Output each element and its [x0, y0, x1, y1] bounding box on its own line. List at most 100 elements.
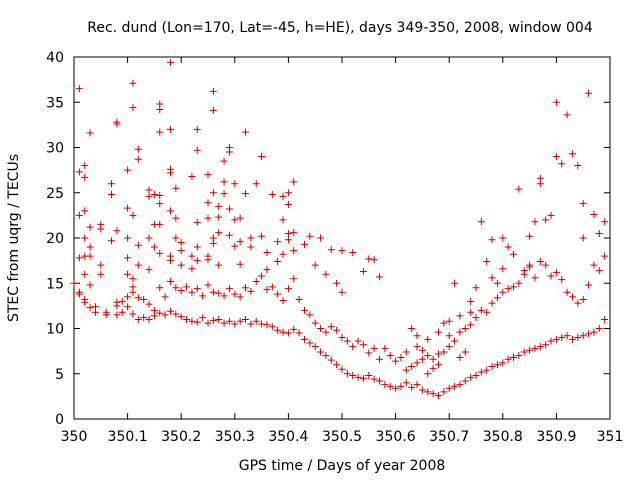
data-point: [456, 381, 464, 389]
data-point: [520, 270, 528, 278]
data-point: [563, 288, 571, 296]
data-point: [284, 229, 292, 237]
data-point: [343, 337, 351, 345]
data-point: [333, 361, 341, 369]
data-point: [156, 309, 164, 317]
data-point: [300, 240, 308, 248]
data-point: [279, 192, 287, 200]
data-point: [472, 372, 480, 380]
data-point: [585, 89, 593, 97]
data-point: [424, 352, 432, 360]
data-point: [434, 391, 442, 399]
data-point: [166, 207, 174, 215]
data-point: [397, 353, 405, 361]
data-point: [601, 218, 609, 226]
data-point: [483, 258, 491, 266]
data-point: [456, 328, 464, 336]
data-point: [499, 265, 507, 273]
data-point: [279, 216, 287, 224]
data-point: [242, 284, 250, 292]
data-points: [70, 58, 609, 399]
data-point: [209, 288, 217, 296]
data-point: [370, 344, 378, 352]
data-point: [317, 234, 325, 242]
data-point: [520, 348, 528, 356]
data-point: [215, 229, 223, 237]
data-point: [113, 227, 121, 235]
data-point: [81, 162, 89, 170]
data-point: [86, 243, 94, 251]
data-point: [268, 283, 276, 291]
data-point: [204, 199, 212, 207]
data-point: [231, 180, 239, 188]
data-point: [236, 317, 244, 325]
data-point: [547, 272, 555, 280]
data-point: [585, 281, 593, 289]
data-point: [140, 296, 148, 304]
data-point: [536, 258, 544, 266]
data-point: [284, 329, 292, 337]
data-point: [86, 223, 94, 231]
data-point: [542, 261, 550, 269]
data-point: [402, 348, 410, 356]
data-point: [579, 296, 587, 304]
x-tick-label: 350.1: [108, 429, 148, 445]
data-point: [231, 320, 239, 328]
data-point: [451, 337, 459, 345]
data-point: [397, 382, 405, 390]
data-point: [434, 350, 442, 358]
data-point: [204, 281, 212, 289]
data-point: [445, 317, 453, 325]
data-point: [601, 315, 609, 323]
data-point: [209, 316, 217, 324]
series-rising-tracks: [402, 89, 609, 378]
data-point: [424, 370, 432, 378]
data-point: [124, 166, 132, 174]
data-point: [113, 302, 121, 310]
data-point: [526, 346, 534, 354]
data-point: [434, 328, 442, 336]
data-point: [279, 296, 287, 304]
data-point: [193, 243, 201, 251]
data-point: [579, 332, 587, 340]
data-point: [113, 120, 121, 128]
data-point: [568, 335, 576, 343]
data-point: [376, 377, 384, 385]
data-point: [86, 252, 94, 260]
data-point: [515, 185, 523, 193]
x-tick-label: 350.4: [268, 429, 308, 445]
data-point: [322, 352, 330, 360]
data-point: [536, 174, 544, 182]
data-point: [86, 129, 94, 137]
data-point: [124, 204, 132, 212]
data-point: [268, 191, 276, 199]
data-point: [108, 191, 116, 199]
data-point: [429, 355, 437, 363]
data-point: [129, 104, 137, 112]
data-point: [477, 368, 485, 376]
data-point: [263, 286, 271, 294]
data-point: [322, 270, 330, 278]
data-point: [156, 105, 164, 113]
data-point: [204, 256, 212, 264]
data-point: [209, 106, 217, 114]
data-point: [365, 349, 373, 357]
data-point: [552, 268, 560, 276]
data-point: [225, 317, 233, 325]
data-point: [370, 256, 378, 264]
data-point: [311, 319, 319, 327]
data-point: [558, 334, 566, 342]
data-point: [483, 366, 491, 374]
data-point: [510, 283, 518, 291]
data-point: [445, 343, 453, 351]
data-point: [129, 211, 137, 219]
data-point: [472, 284, 480, 292]
data-point: [150, 243, 158, 251]
x-tick-label: 350.9: [536, 429, 576, 445]
x-tick-label: 350.6: [376, 429, 416, 445]
data-point: [81, 234, 89, 242]
data-point: [124, 270, 132, 278]
data-point: [236, 293, 244, 301]
data-point: [558, 160, 566, 168]
data-point: [499, 234, 507, 242]
